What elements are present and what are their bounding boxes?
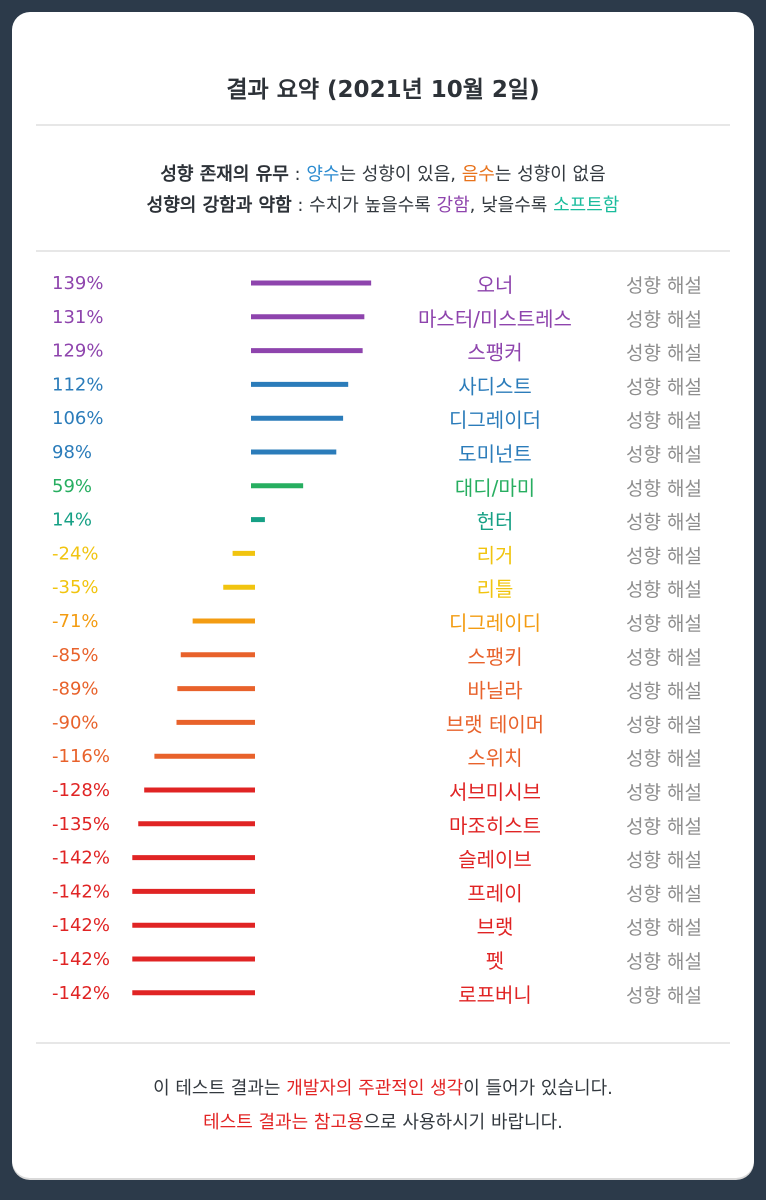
page-title: 결과 요약 (2021년 10월 2일) bbox=[226, 77, 540, 103]
tendency-name: 서브미시브 bbox=[449, 780, 541, 804]
legend-soft: 소프트함 bbox=[553, 195, 620, 216]
tendency-explanation-link[interactable]: 성향 해설 bbox=[626, 647, 702, 669]
tendency-name: 슬레이브 bbox=[458, 848, 532, 872]
value-label: 131% bbox=[52, 307, 103, 328]
legend-negative: 음수 bbox=[461, 164, 495, 185]
value-label: -24% bbox=[52, 543, 99, 564]
legend-positive: 양수 bbox=[306, 164, 340, 185]
footer-text-c: 이 들어가 있습니다. bbox=[463, 1078, 613, 1099]
footer-line-2: 테스트 결과는 참고용으로 사용하시기 바랍니다. bbox=[12, 1108, 754, 1134]
tendency-explanation-link[interactable]: 성향 해설 bbox=[626, 579, 702, 601]
tendency-explanation-link[interactable]: 성향 해설 bbox=[626, 309, 702, 331]
tendency-name: 스위치 bbox=[467, 746, 522, 770]
tendency-explanation-link[interactable]: 성향 해설 bbox=[626, 917, 702, 939]
tendency-explanation-link[interactable]: 성향 해설 bbox=[626, 714, 702, 736]
footer-line-1: 이 테스트 결과는 개발자의 주관적인 생각이 들어가 있습니다. bbox=[12, 1074, 754, 1100]
tendency-explanation-link[interactable]: 성향 해설 bbox=[626, 681, 702, 703]
tendency-name: 브랫 bbox=[477, 915, 514, 939]
tendency-explanation-link[interactable]: 성향 해설 bbox=[626, 951, 702, 973]
legend-strength-sep: : 수치가 높을수록 bbox=[291, 195, 437, 216]
tendency-name: 로프버니 bbox=[458, 983, 532, 1007]
tendency-name: 디그레이더 bbox=[449, 408, 541, 432]
footer-highlight-reference: 테스트 결과는 참고용 bbox=[203, 1112, 364, 1133]
legend-negative-text: 는 성향이 없음 bbox=[494, 164, 606, 185]
tendency-name: 리틀 bbox=[477, 577, 514, 601]
value-label: 106% bbox=[52, 408, 103, 429]
value-label: -85% bbox=[52, 645, 99, 666]
tendency-explanation-link[interactable]: 성향 해설 bbox=[626, 512, 702, 534]
tendency-explanation-link[interactable]: 성향 해설 bbox=[626, 883, 702, 905]
tendency-name: 바닐라 bbox=[467, 679, 522, 703]
tendency-explanation-link[interactable]: 성향 해설 bbox=[626, 816, 702, 838]
tendency-explanation-link[interactable]: 성향 해설 bbox=[626, 478, 702, 500]
value-label: 59% bbox=[52, 476, 92, 497]
tendency-name: 프레이 bbox=[467, 881, 522, 905]
tendency-name: 오너 bbox=[477, 273, 514, 297]
value-label: 129% bbox=[52, 341, 103, 362]
legend-strength-mid: , 낮을수록 bbox=[469, 195, 554, 216]
bottom-divider bbox=[36, 1042, 730, 1044]
tendency-explanation-link[interactable]: 성향 해설 bbox=[626, 343, 702, 365]
tendency-name: 마조히스트 bbox=[449, 814, 541, 838]
legend-line-existence: 성향 존재의 유무 : 양수는 성향이 있음, 음수는 성향이 없음 bbox=[12, 160, 754, 186]
value-label: -71% bbox=[52, 611, 99, 632]
value-label: -142% bbox=[52, 983, 110, 1004]
tendency-explanation-link[interactable]: 성향 해설 bbox=[626, 410, 702, 432]
value-label: 14% bbox=[52, 510, 92, 531]
value-label: -89% bbox=[52, 679, 99, 700]
tendency-name: 스팽키 bbox=[467, 645, 522, 669]
tendency-name: 브랫 테이머 bbox=[446, 712, 544, 736]
tendency-name: 스팽커 bbox=[467, 341, 522, 365]
tendency-explanation-link[interactable]: 성향 해설 bbox=[626, 985, 702, 1007]
tendency-name: 사디스트 bbox=[458, 374, 532, 398]
tendency-explanation-link[interactable]: 성향 해설 bbox=[626, 748, 702, 770]
tendency-name: 헌터 bbox=[477, 510, 514, 534]
tendency-name: 대디/마미 bbox=[455, 476, 535, 500]
value-label: -142% bbox=[52, 881, 110, 902]
legend-strong: 강함 bbox=[436, 195, 470, 216]
tendency-explanation-link[interactable]: 성향 해설 bbox=[626, 545, 702, 567]
value-label: 98% bbox=[52, 442, 92, 463]
value-label: -90% bbox=[52, 712, 99, 733]
tendency-name: 디그레이디 bbox=[449, 611, 541, 635]
legend-divider bbox=[36, 250, 730, 252]
legend-line-strength: 성향의 강함과 약함 : 수치가 높을수록 강함, 낮을수록 소프트함 bbox=[12, 191, 754, 217]
footer-highlight-opinion: 개발자의 주관적인 생각 bbox=[286, 1078, 464, 1099]
tendency-explanation-link[interactable]: 성향 해설 bbox=[626, 275, 702, 297]
value-label: 112% bbox=[52, 374, 103, 395]
top-divider bbox=[36, 124, 730, 126]
value-label: -142% bbox=[52, 848, 110, 869]
legend-positive-text: 는 성향이 있음, bbox=[339, 164, 462, 185]
legend-sep: : bbox=[288, 164, 307, 185]
tendency-name: 펫 bbox=[486, 949, 504, 973]
tendency-explanation-link[interactable]: 성향 해설 bbox=[626, 850, 702, 872]
value-label: -142% bbox=[52, 949, 110, 970]
value-label: -116% bbox=[52, 746, 110, 767]
value-label: -128% bbox=[52, 780, 110, 801]
value-label: -35% bbox=[52, 577, 99, 598]
tendency-explanation-link[interactable]: 성향 해설 bbox=[626, 782, 702, 804]
tendency-explanation-link[interactable]: 성향 해설 bbox=[626, 444, 702, 466]
tendency-explanation-link[interactable]: 성향 해설 bbox=[626, 376, 702, 398]
footer-text-d: 으로 사용하시기 바랍니다. bbox=[363, 1112, 563, 1133]
legend-existence-label: 성향 존재의 유무 bbox=[160, 164, 289, 185]
value-label: -135% bbox=[52, 814, 110, 835]
footer-text-a: 이 테스트 결과는 bbox=[153, 1078, 287, 1099]
tendency-explanation-link[interactable]: 성향 해설 bbox=[626, 613, 702, 635]
tendency-name: 리거 bbox=[477, 543, 514, 567]
value-label: -142% bbox=[52, 915, 110, 936]
tendency-name: 마스터/미스트레스 bbox=[418, 307, 572, 331]
result-card: 결과 요약 (2021년 10월 2일) 성향 존재의 유무 : 양수는 성향이… bbox=[12, 12, 754, 1178]
value-label: 139% bbox=[52, 273, 103, 294]
legend-strength-label: 성향의 강함과 약함 bbox=[146, 195, 292, 216]
tendency-name: 도미넌트 bbox=[458, 442, 532, 466]
